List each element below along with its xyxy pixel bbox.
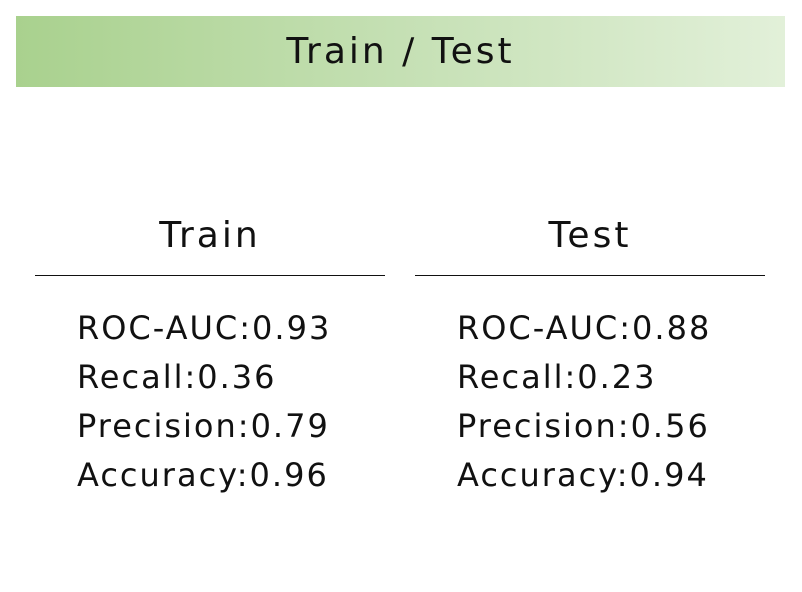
train-metric-accuracy: Accuracy:0.96 — [77, 456, 329, 494]
train-header: Train — [159, 215, 261, 256]
train-metric-roc-auc: ROC-AUC:0.93 — [77, 309, 332, 347]
train-metrics-list: ROC-AUC:0.93 Recall:0.36 Precision:0.79 … — [35, 304, 385, 500]
test-metric-roc-auc: ROC-AUC:0.88 — [457, 309, 712, 347]
test-metric-accuracy: Accuracy:0.94 — [457, 456, 709, 494]
test-metrics-list: ROC-AUC:0.88 Recall:0.23 Precision:0.56 … — [415, 304, 765, 500]
test-header-divider — [415, 275, 765, 276]
page-title: Train / Test — [286, 31, 515, 72]
test-metric-recall: Recall:0.23 — [457, 358, 657, 396]
train-header-divider — [35, 275, 385, 276]
train-metric-recall: Recall:0.36 — [77, 358, 277, 396]
test-column: Test ROC-AUC:0.88 Recall:0.23 Precision:… — [415, 210, 765, 500]
test-metric-precision: Precision:0.56 — [457, 407, 710, 445]
train-column: Train ROC-AUC:0.93 Recall:0.36 Precision… — [35, 210, 385, 500]
title-banner: Train / Test — [16, 16, 785, 87]
test-header: Test — [548, 215, 632, 256]
train-metric-precision: Precision:0.79 — [77, 407, 330, 445]
